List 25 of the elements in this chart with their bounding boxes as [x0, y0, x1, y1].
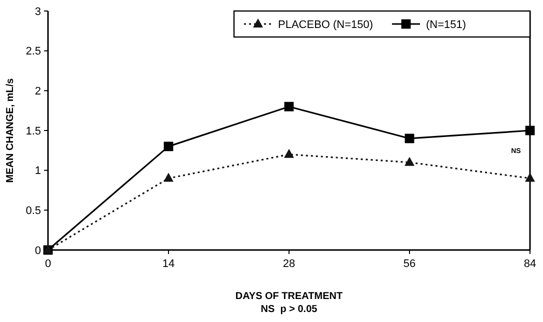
point	[404, 134, 414, 144]
y-tick-label: 2	[34, 86, 41, 98]
point	[164, 172, 174, 182]
x-tick-label: 14	[162, 258, 175, 270]
point	[525, 126, 535, 136]
point	[404, 156, 414, 166]
y-tick-label: 0.5	[26, 205, 41, 218]
x-axis-title: DAYS OF TREATMENT	[235, 291, 343, 302]
y-tick-label: 0	[34, 244, 41, 257]
x-tick-label: 56	[403, 258, 416, 270]
x-tick-label: 84	[524, 258, 536, 270]
y-tick-label: 1	[34, 165, 41, 178]
point	[164, 142, 174, 152]
y-tick-label: 3	[34, 6, 41, 18]
x-tick-label: 0	[44, 258, 52, 270]
point	[284, 102, 294, 112]
point	[284, 148, 294, 158]
point	[525, 172, 535, 182]
y-tick-label: 2.5	[26, 46, 41, 58]
y-axis-title: MEAN CHANGE, mL/s	[5, 78, 16, 183]
legend-label: (N=151)	[426, 18, 466, 31]
y-tick-label: 1.5	[26, 125, 41, 138]
legend-label: PLACEBO (N=150)	[278, 18, 374, 31]
text: NS p > 0.05	[260, 304, 318, 315]
x-tick-label: 28	[282, 258, 296, 270]
